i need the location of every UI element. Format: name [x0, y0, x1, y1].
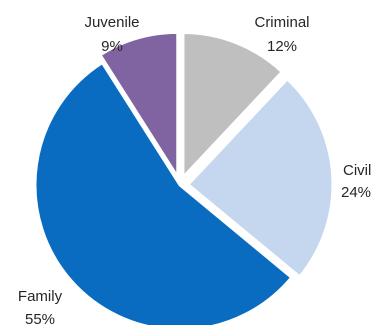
slice-value-civil: 24%: [341, 184, 371, 201]
slice-label-juvenile: Juvenile 9%: [84, 14, 139, 55]
pie-slice-civil: [186, 77, 335, 279]
slice-value-criminal: 12%: [267, 38, 297, 55]
pie-slice-criminal: [181, 31, 284, 180]
slice-name-civil: Civil: [343, 162, 371, 179]
slice-label-family: Family 55%: [18, 288, 63, 325]
slice-label-civil: Civil 24%: [341, 162, 371, 201]
pie-slices: [33, 30, 335, 325]
slice-value-family: 55%: [25, 311, 55, 325]
slice-name-criminal: Criminal: [254, 14, 309, 31]
slice-name-family: Family: [18, 288, 63, 305]
pie-slice-family: [33, 61, 294, 325]
pie-slice-juvenile: [98, 30, 180, 179]
slice-value-juvenile: 9%: [101, 38, 123, 55]
slice-label-criminal: Criminal 12%: [254, 14, 309, 55]
slice-name-juvenile: Juvenile: [84, 14, 139, 31]
